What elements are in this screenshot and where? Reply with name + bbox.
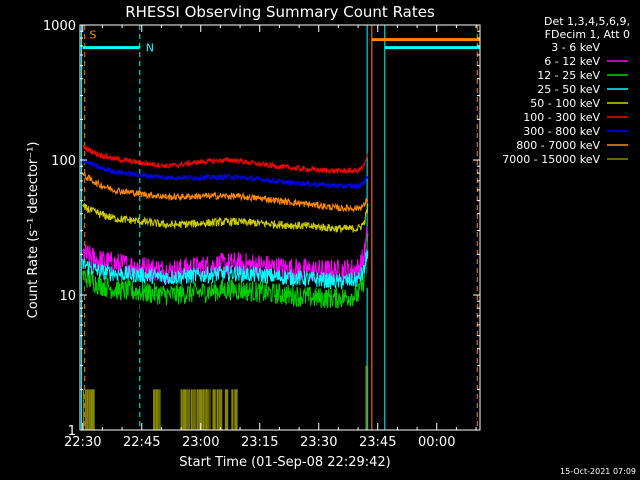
legend-entry-label: 50 - 100 keV	[530, 97, 600, 110]
legend: Det 1,3,4,5,6,9, FDecim 1, Att 0 3 - 6 k…	[502, 15, 630, 166]
chart-title: RHESSI Observing Summary Count Rates	[125, 3, 435, 21]
series-lines	[82, 38, 480, 430]
x-tick-label: 23:45	[359, 435, 396, 450]
legend-entry-label: 100 - 300 keV	[523, 111, 600, 124]
x-tick-label: 22:45	[123, 435, 160, 450]
y-tick-label: 100	[51, 154, 76, 169]
y-tick-label: 1000	[43, 19, 76, 34]
y-axis-label: Count Rate (s⁻¹ detector⁻¹)	[26, 142, 41, 319]
series-line	[82, 172, 369, 214]
series-line	[82, 249, 369, 344]
series-line	[82, 158, 369, 190]
x-axis-label: Start Time (01-Sep-08 22:29:42)	[179, 455, 390, 470]
series-line	[82, 203, 369, 233]
series-line	[82, 144, 368, 175]
legend-header-line-1: Det 1,3,4,5,6,9,	[544, 15, 630, 28]
legend-entry-label: 300 - 800 keV	[523, 125, 600, 138]
vertical-markers	[81, 25, 480, 430]
legend-entry-label: 7000 - 15000 keV	[502, 153, 600, 166]
x-tick-label: 00:00	[418, 435, 455, 450]
y-tick-label: 10	[59, 289, 76, 304]
legend-entry-label: 800 - 7000 keV	[516, 139, 600, 152]
footer-date: 15-Oct-2021 07:09	[560, 467, 636, 476]
annotations: SN	[90, 29, 154, 55]
annotation-label: N	[146, 42, 154, 55]
legend-header-line-2: FDecim 1, Att 0	[545, 28, 630, 41]
y-tick-label: 1	[68, 424, 76, 439]
legend-entry-label: 25 - 50 keV	[537, 83, 600, 96]
plot-frame	[79, 24, 481, 431]
x-tick-label: 23:15	[241, 435, 278, 450]
legend-entry-label: 6 - 12 keV	[544, 55, 600, 68]
annotation-label: S	[90, 29, 97, 42]
x-tick-label: 23:00	[182, 435, 219, 450]
axes: 22:30 22:45 23:00 23:15 23:30 23:45 00:00 1 10 10…	[43, 19, 481, 450]
x-tick-label: 23:30	[300, 435, 337, 450]
series-line	[82, 233, 369, 309]
series-line	[82, 249, 369, 290]
legend-entry-label: 3 - 6 keV	[551, 41, 600, 54]
x-tick-label: 22:30	[64, 435, 101, 450]
legend-entry-label: 12 - 25 keV	[537, 69, 600, 82]
